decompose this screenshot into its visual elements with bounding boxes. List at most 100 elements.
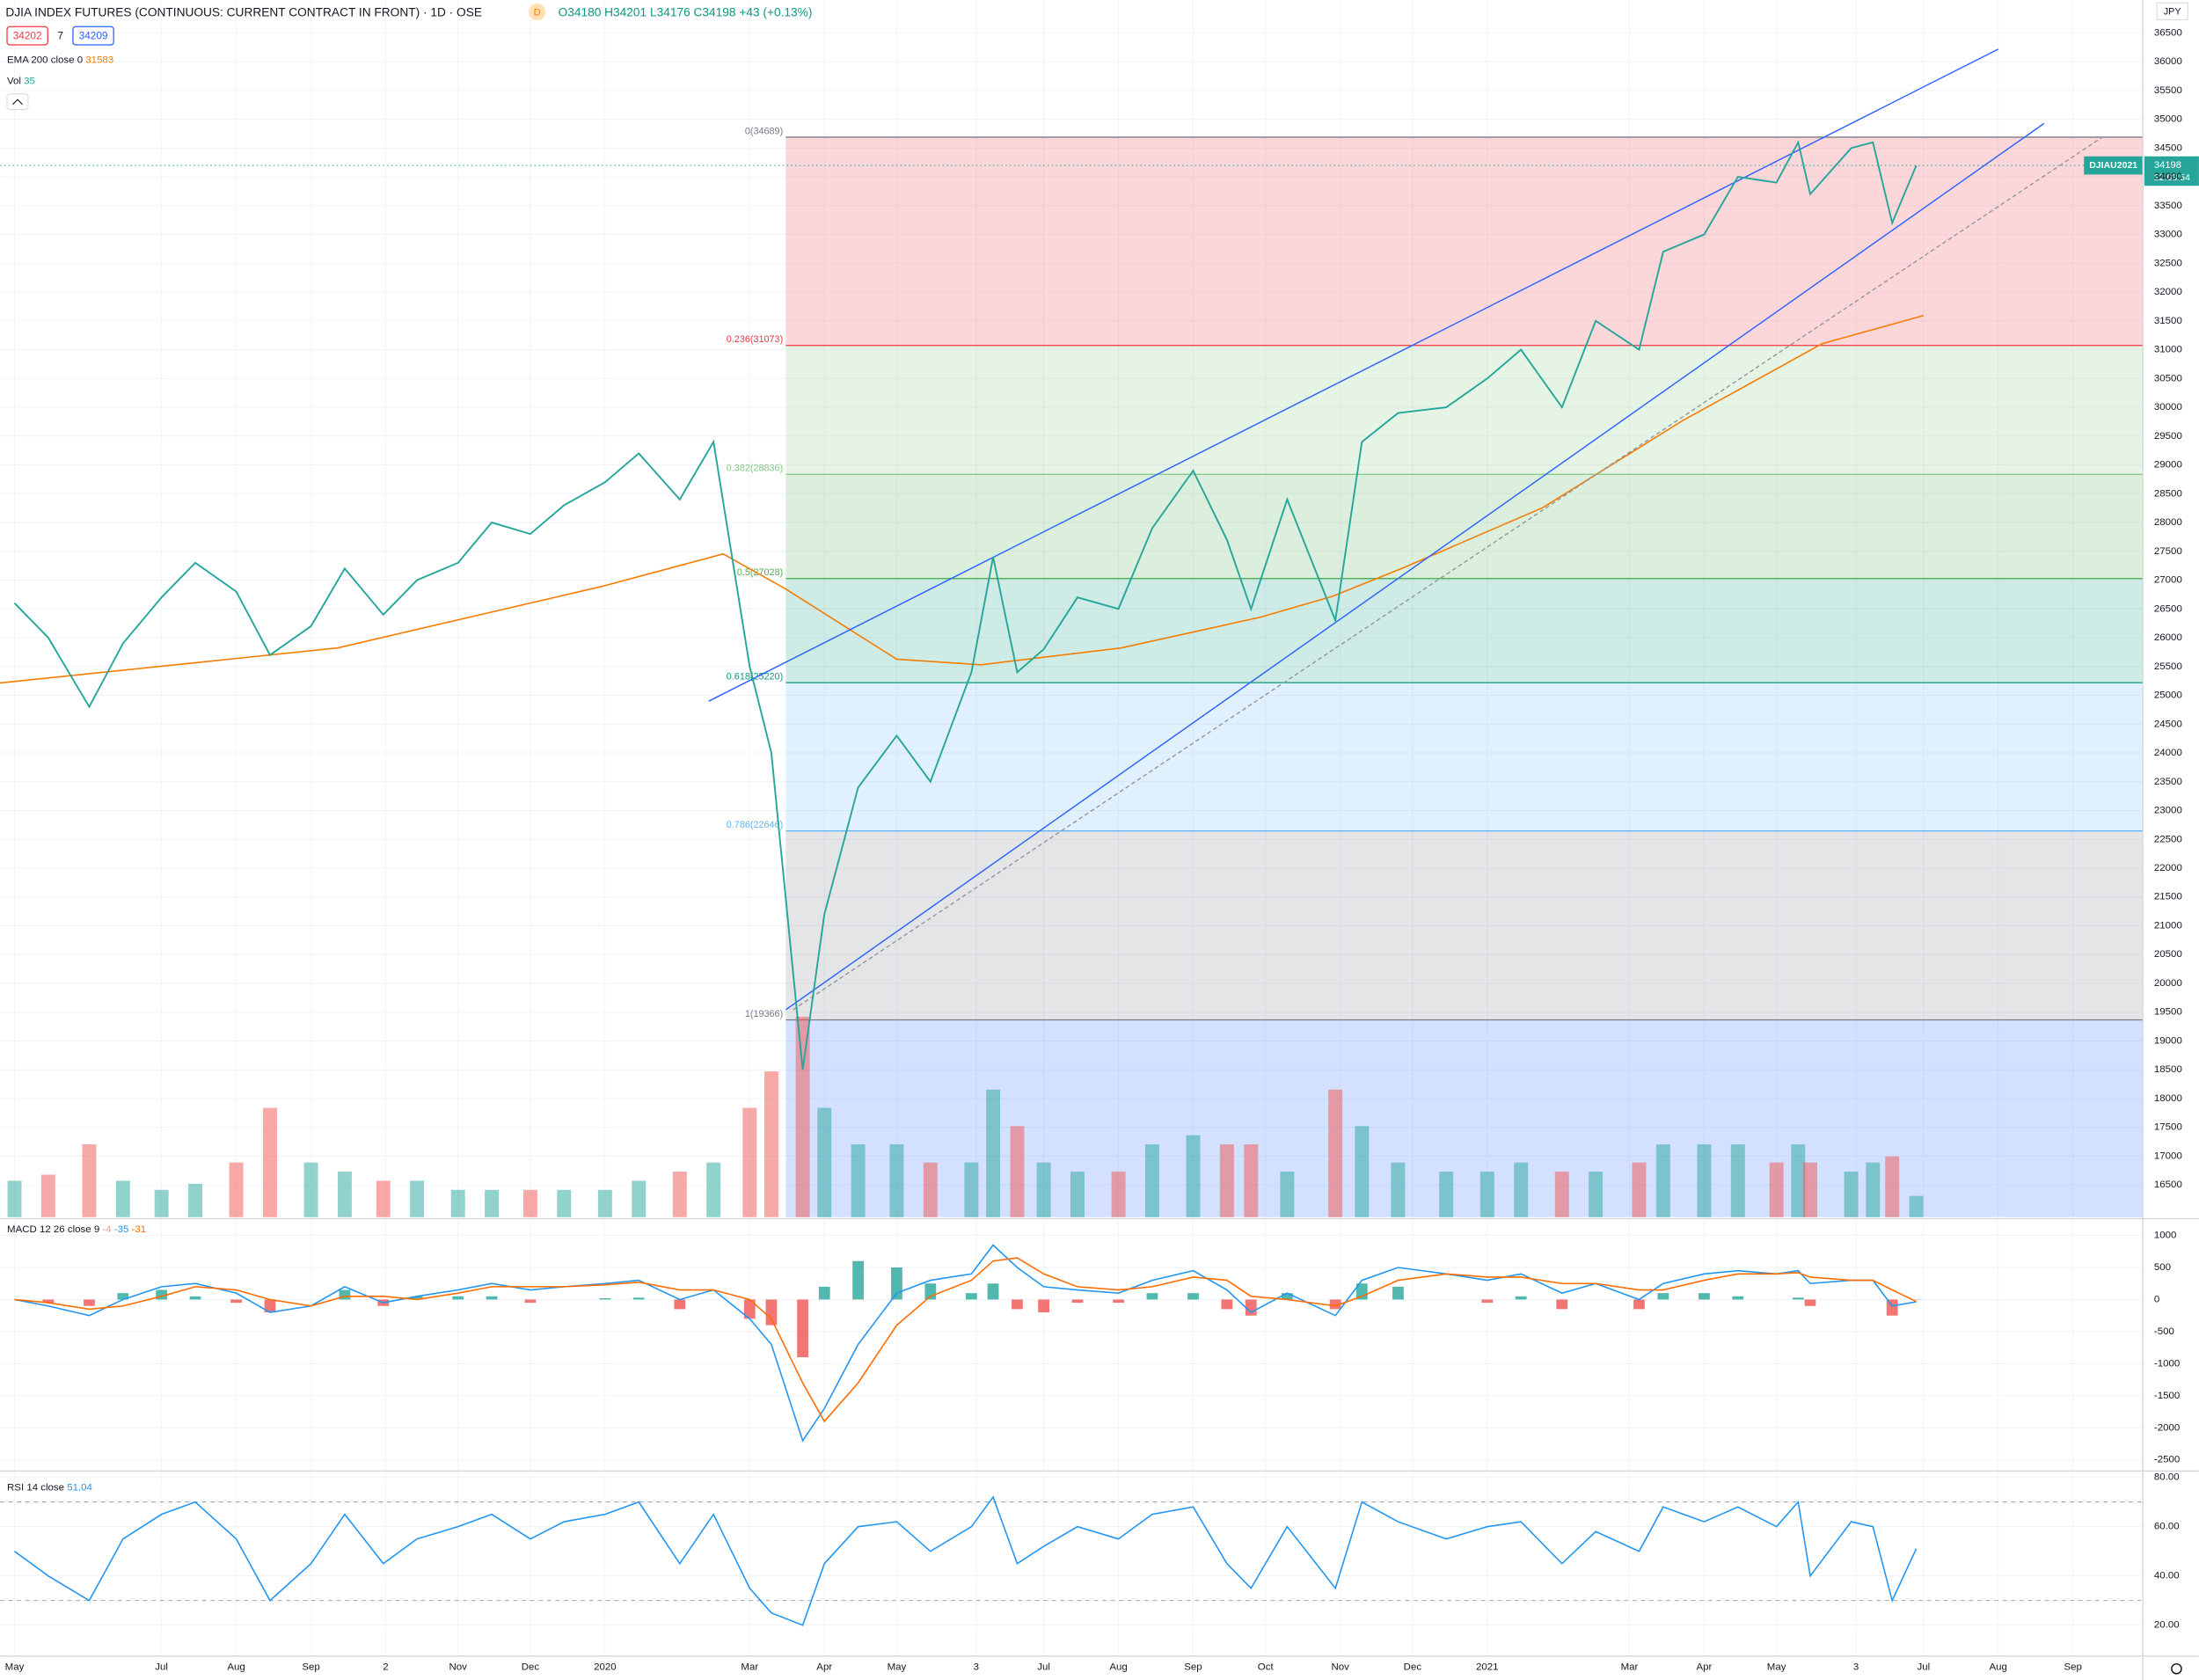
y-tick-label: 35500	[2154, 85, 2182, 96]
price-tag-symbol: DJIAU2021	[2089, 160, 2137, 171]
currency[interactable]: JPY	[2164, 6, 2181, 17]
volume-bar	[1010, 1126, 1025, 1217]
macd-hist-bar	[1392, 1286, 1404, 1300]
x-tick-label: Aug	[1109, 1662, 1127, 1673]
x-tick-label: 2021	[1476, 1662, 1499, 1673]
x-tick-label: Dec	[1404, 1662, 1422, 1673]
macd-hist-bar	[1113, 1299, 1124, 1304]
volume-bar	[742, 1107, 757, 1217]
macd-hist-bar	[486, 1296, 498, 1300]
volume-bar	[557, 1189, 572, 1217]
y-tick-label: 20000	[2154, 978, 2182, 989]
macd-hist-bar	[1633, 1299, 1645, 1310]
x-tick-label: May	[1767, 1662, 1786, 1673]
volume-bar	[410, 1180, 425, 1217]
volume-bar	[1036, 1162, 1051, 1217]
settings-icon[interactable]	[2171, 1662, 2182, 1675]
macd-hist-bar	[1012, 1299, 1023, 1310]
volume-bar	[82, 1143, 97, 1217]
volume-bar	[763, 1071, 778, 1217]
buy-button[interactable]	[72, 26, 114, 46]
fib-band	[785, 136, 2144, 346]
badge: D	[534, 7, 541, 18]
fib-label: 0.786(22646)	[727, 820, 783, 830]
fib-band	[785, 578, 2144, 683]
macd-hist-bar	[1657, 1293, 1669, 1300]
ema-line	[0, 315, 1925, 684]
fib-label: 0.236(31073)	[727, 334, 783, 345]
ohlc: O34180 H34201 L34176 C34198 +43 (+0.13%)	[559, 5, 813, 18]
macd-hist-bar	[797, 1299, 808, 1358]
sell-button[interactable]	[6, 26, 48, 46]
x-tick-label: Sep	[302, 1662, 319, 1673]
y-tick-label: 31500	[2154, 316, 2182, 326]
volume-bar	[337, 1172, 352, 1217]
volume-bar	[1219, 1143, 1234, 1217]
x-tick-label: Nov	[1331, 1662, 1349, 1673]
plot-area: 0(34689) 0.236(31073) 0.382(28836) 0.5(2702…	[0, 48, 2199, 1626]
y-tick-label: 26500	[2154, 603, 2182, 614]
x-tick-label: Dec	[522, 1662, 540, 1673]
volume	[7, 1016, 1924, 1217]
volume-bar	[1803, 1162, 1817, 1217]
macd-hist-bar	[411, 1296, 423, 1300]
volume-bar	[1844, 1172, 1859, 1217]
ema-legend: EMA 200 close 0 31583	[7, 55, 113, 66]
y-tick-label: 30500	[2154, 373, 2182, 383]
fib-label: 1(19366)	[745, 1009, 783, 1019]
macd-hist-bar	[818, 1286, 830, 1300]
rsi-lines	[14, 1495, 1918, 1626]
buy-price[interactable]: 34209	[79, 31, 108, 42]
volume-bar	[1866, 1162, 1881, 1217]
macd-legend: MACD 12 26 close 9 -4 -35 -31	[7, 1224, 146, 1235]
volume-bar	[851, 1143, 866, 1217]
currency-box[interactable]	[2156, 2, 2188, 20]
x-tick-label: Mar	[1621, 1662, 1639, 1673]
ema-label: EMA 200 close 0	[7, 55, 83, 66]
y-tick-label: 20.00	[2154, 1620, 2180, 1631]
volume-bar	[1514, 1162, 1529, 1217]
volume-bar	[1355, 1126, 1370, 1217]
x-tick-label: 3	[974, 1662, 979, 1673]
collapse-icon[interactable]	[12, 99, 23, 106]
x-tick-label: 2020	[594, 1662, 617, 1673]
volume-bar	[229, 1162, 244, 1217]
price-tag-time: 22:03:54	[2154, 172, 2190, 183]
y-tick-label: 33500	[2154, 201, 2182, 211]
volume-bar	[672, 1172, 687, 1217]
macd-hist-bar	[117, 1293, 129, 1300]
x-tick-label: Jul	[155, 1662, 168, 1673]
badge-circle	[529, 3, 546, 21]
macd-hist-bar	[1187, 1293, 1199, 1300]
volume-bar	[1328, 1089, 1343, 1217]
y-tick-label: 40.00	[2154, 1571, 2180, 1581]
macd-lines	[14, 1244, 1917, 1443]
y-tick-label: 28000	[2154, 517, 2182, 528]
collapse-button[interactable]	[6, 93, 29, 110]
y-tick-label: 19000	[2154, 1035, 2182, 1046]
sell-price[interactable]: 34202	[13, 31, 42, 42]
macd-label: MACD 12 26 close 9	[7, 1224, 99, 1235]
signal-value: -31	[132, 1224, 147, 1235]
close: C34198	[694, 5, 736, 18]
macd-hist-bar	[599, 1297, 611, 1300]
x-tick-label: Nov	[449, 1662, 468, 1673]
volume-bar	[485, 1189, 500, 1217]
macd-hist-bar	[189, 1296, 201, 1300]
x-tick-label: May	[888, 1662, 907, 1673]
y-tick-label: 500	[2154, 1262, 2171, 1273]
volume-bar	[632, 1180, 647, 1217]
macd-hist-bar	[1792, 1297, 1804, 1300]
y-tick-label: 31000	[2154, 345, 2182, 355]
fib-label: 0.618(25220)	[727, 672, 783, 683]
y-tick-label: 29500	[2154, 431, 2182, 442]
low: L34176	[650, 5, 690, 18]
y-tick-label: -2000	[2154, 1422, 2180, 1433]
x-tick-label: 2	[383, 1662, 388, 1673]
x-tick-label: Jul	[1037, 1662, 1050, 1673]
macd-hist-bar	[84, 1299, 95, 1306]
volume-bar	[1439, 1172, 1454, 1217]
y-tick-label: 18500	[2154, 1064, 2182, 1075]
macd-line	[14, 1257, 1917, 1423]
